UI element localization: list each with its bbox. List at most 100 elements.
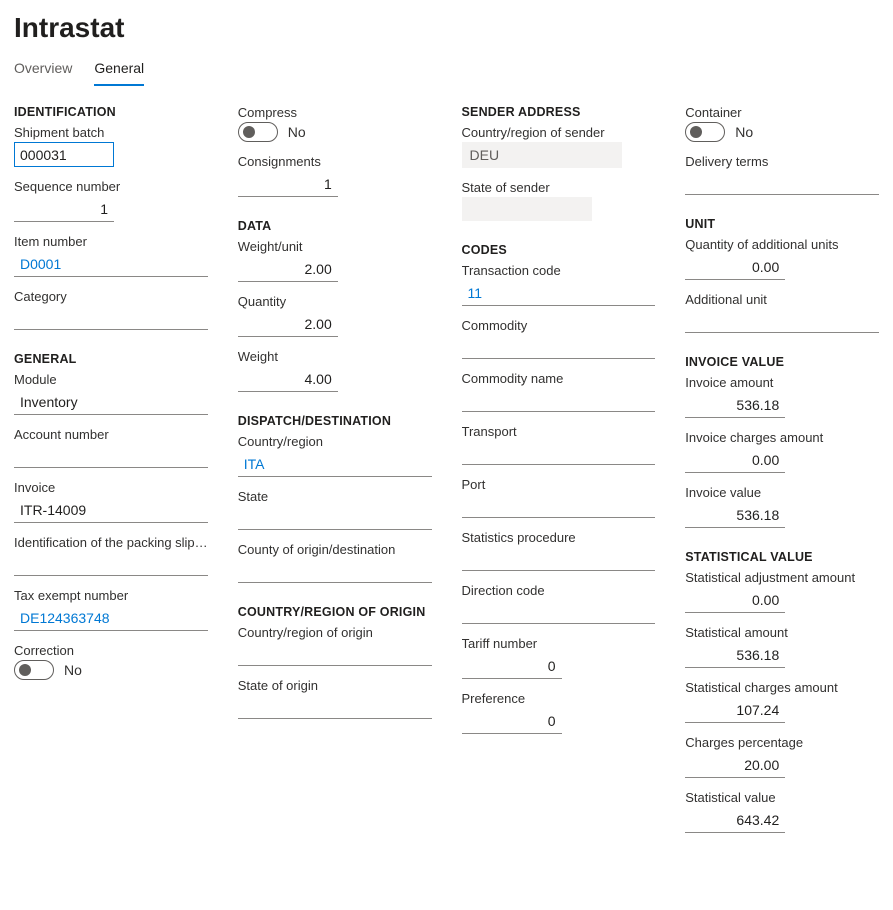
origin-country-input[interactable] bbox=[238, 642, 432, 666]
origin-state-input[interactable] bbox=[238, 695, 432, 719]
item-number-label: Item number bbox=[14, 234, 208, 249]
section-identification: IDENTIFICATION bbox=[14, 105, 208, 119]
sequence-number-label: Sequence number bbox=[14, 179, 208, 194]
sender-state-label: State of sender bbox=[462, 180, 656, 195]
compress-label: Compress bbox=[238, 105, 432, 120]
delivery-terms-label: Delivery terms bbox=[685, 154, 879, 169]
transport-label: Transport bbox=[462, 424, 656, 439]
invoice-amount-label: Invoice amount bbox=[685, 375, 879, 390]
consignments-label: Consignments bbox=[238, 154, 432, 169]
category-input[interactable] bbox=[14, 306, 208, 330]
tax-exempt-input[interactable]: DE124363748 bbox=[14, 605, 208, 631]
page-title: Intrastat bbox=[14, 12, 879, 44]
sender-country-input: DEU bbox=[462, 142, 622, 168]
stat-adjustment-input[interactable]: 0.00 bbox=[685, 587, 785, 613]
correction-toggle[interactable] bbox=[14, 660, 54, 680]
transaction-code-label: Transaction code bbox=[462, 263, 656, 278]
correction-label: Correction bbox=[14, 643, 208, 658]
dispatch-country-label: Country/region bbox=[238, 434, 432, 449]
correction-toggle-label: No bbox=[64, 662, 82, 678]
commodity-input[interactable] bbox=[462, 335, 656, 359]
additional-unit-label: Additional unit bbox=[685, 292, 879, 307]
preference-input[interactable]: 0 bbox=[462, 708, 562, 734]
section-origin: COUNTRY/REGION OF ORIGIN bbox=[238, 605, 432, 619]
section-data: DATA bbox=[238, 219, 432, 233]
port-input[interactable] bbox=[462, 494, 656, 518]
account-number-label: Account number bbox=[14, 427, 208, 442]
section-sender: SENDER ADDRESS bbox=[462, 105, 656, 119]
tab-general[interactable]: General bbox=[94, 54, 144, 86]
delivery-terms-input[interactable] bbox=[685, 171, 879, 195]
invoice-charges-label: Invoice charges amount bbox=[685, 430, 879, 445]
charges-percentage-input[interactable]: 20.00 bbox=[685, 752, 785, 778]
commodity-label: Commodity bbox=[462, 318, 656, 333]
invoice-label: Invoice bbox=[14, 480, 208, 495]
module-input[interactable]: Inventory bbox=[14, 389, 208, 415]
dispatch-county-input[interactable] bbox=[238, 559, 432, 583]
section-codes: CODES bbox=[462, 243, 656, 257]
statistics-procedure-label: Statistics procedure bbox=[462, 530, 656, 545]
packing-slip-label: Identification of the packing slip ... bbox=[14, 535, 208, 550]
invoice-amount-input[interactable]: 536.18 bbox=[685, 392, 785, 418]
tariff-number-label: Tariff number bbox=[462, 636, 656, 651]
stat-charges-input[interactable]: 107.24 bbox=[685, 697, 785, 723]
dispatch-state-label: State bbox=[238, 489, 432, 504]
tabs: Overview General bbox=[14, 54, 879, 87]
section-unit: UNIT bbox=[685, 217, 879, 231]
container-label: Container bbox=[685, 105, 879, 120]
invoice-value-label: Invoice value bbox=[685, 485, 879, 500]
container-toggle-label: No bbox=[735, 124, 753, 140]
container-toggle[interactable] bbox=[685, 122, 725, 142]
commodity-name-input[interactable] bbox=[462, 388, 656, 412]
packing-slip-input[interactable] bbox=[14, 552, 208, 576]
quantity-input[interactable]: 2.00 bbox=[238, 311, 338, 337]
origin-country-label: Country/region of origin bbox=[238, 625, 432, 640]
invoice-value-input[interactable]: 536.18 bbox=[685, 502, 785, 528]
dispatch-country-input[interactable]: ITA bbox=[238, 451, 432, 477]
compress-toggle-label: No bbox=[288, 124, 306, 140]
commodity-name-label: Commodity name bbox=[462, 371, 656, 386]
stat-adjustment-label: Statistical adjustment amount bbox=[685, 570, 879, 585]
port-label: Port bbox=[462, 477, 656, 492]
preference-label: Preference bbox=[462, 691, 656, 706]
transport-input[interactable] bbox=[462, 441, 656, 465]
section-statistical: STATISTICAL VALUE bbox=[685, 550, 879, 564]
stat-charges-label: Statistical charges amount bbox=[685, 680, 879, 695]
section-invoice-value: INVOICE VALUE bbox=[685, 355, 879, 369]
tab-overview[interactable]: Overview bbox=[14, 54, 72, 86]
module-label: Module bbox=[14, 372, 208, 387]
shipment-batch-input[interactable]: 000031 bbox=[14, 142, 114, 167]
charges-percentage-label: Charges percentage bbox=[685, 735, 879, 750]
weight-unit-input[interactable]: 2.00 bbox=[238, 256, 338, 282]
weight-input[interactable]: 4.00 bbox=[238, 366, 338, 392]
section-general: GENERAL bbox=[14, 352, 208, 366]
consignments-input[interactable]: 1 bbox=[238, 171, 338, 197]
tariff-number-input[interactable]: 0 bbox=[462, 653, 562, 679]
invoice-input[interactable]: ITR-14009 bbox=[14, 497, 208, 523]
invoice-charges-input[interactable]: 0.00 bbox=[685, 447, 785, 473]
qty-additional-input[interactable]: 0.00 bbox=[685, 254, 785, 280]
direction-code-input[interactable] bbox=[462, 600, 656, 624]
statistics-procedure-input[interactable] bbox=[462, 547, 656, 571]
stat-amount-label: Statistical amount bbox=[685, 625, 879, 640]
compress-toggle[interactable] bbox=[238, 122, 278, 142]
sender-country-label: Country/region of sender bbox=[462, 125, 656, 140]
shipment-batch-label: Shipment batch bbox=[14, 125, 208, 140]
qty-additional-label: Quantity of additional units bbox=[685, 237, 879, 252]
sequence-number-input[interactable]: 1 bbox=[14, 196, 114, 222]
transaction-code-input[interactable]: 11 bbox=[462, 280, 656, 306]
dispatch-county-label: County of origin/destination bbox=[238, 542, 432, 557]
sender-state-input bbox=[462, 197, 592, 221]
weight-label: Weight bbox=[238, 349, 432, 364]
origin-state-label: State of origin bbox=[238, 678, 432, 693]
item-number-input[interactable]: D0001 bbox=[14, 251, 208, 277]
dispatch-state-input[interactable] bbox=[238, 506, 432, 530]
section-dispatch: DISPATCH/DESTINATION bbox=[238, 414, 432, 428]
weight-unit-label: Weight/unit bbox=[238, 239, 432, 254]
stat-value-input[interactable]: 643.42 bbox=[685, 807, 785, 833]
quantity-label: Quantity bbox=[238, 294, 432, 309]
stat-amount-input[interactable]: 536.18 bbox=[685, 642, 785, 668]
account-number-input[interactable] bbox=[14, 444, 208, 468]
additional-unit-input[interactable] bbox=[685, 309, 879, 333]
category-label: Category bbox=[14, 289, 208, 304]
